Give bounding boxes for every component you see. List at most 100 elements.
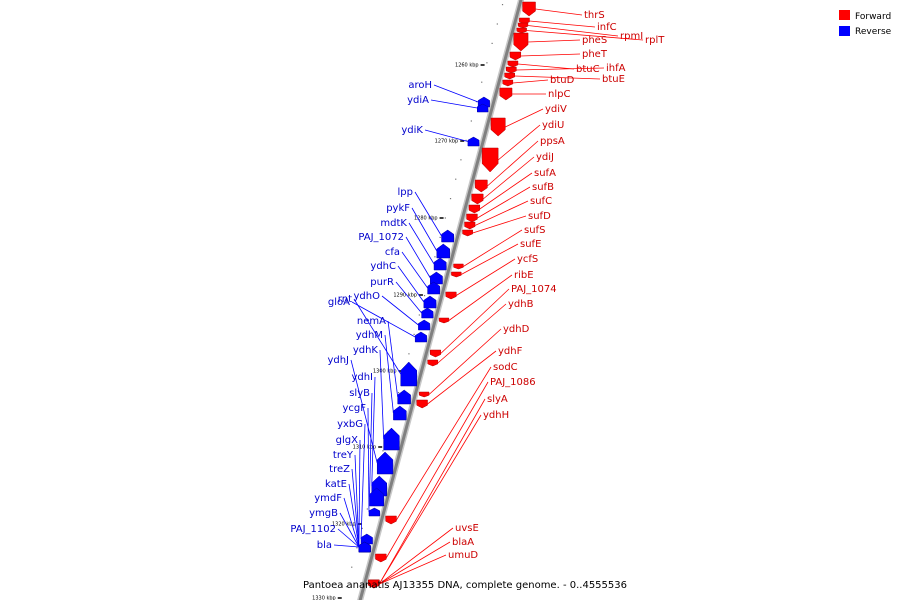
gene-reverse-cfa xyxy=(427,281,441,295)
leader-line xyxy=(401,251,428,289)
leader-line xyxy=(516,67,605,71)
gene-forward-ydiV xyxy=(490,117,506,137)
gene-reverse-ydhM xyxy=(393,405,407,421)
gene-label-sufA: sufA xyxy=(534,168,556,179)
leader-line xyxy=(528,39,581,43)
leader-line xyxy=(474,200,529,226)
leader-line xyxy=(379,527,454,585)
gene-label-ppsA: ppsA xyxy=(540,136,565,147)
scale-dot xyxy=(455,178,457,180)
gene-reverse-mdtK xyxy=(433,257,447,271)
leader-line xyxy=(456,258,516,296)
leader-line xyxy=(514,75,601,80)
gene-label-ydiJ: ydiJ xyxy=(536,152,554,163)
gene-label-slyB: slyB xyxy=(349,388,370,399)
gene-label-thrS: thrS xyxy=(584,10,605,21)
gene-forward-ydiU xyxy=(481,147,499,173)
gene-label-rplT: rplT xyxy=(645,35,665,46)
leader-line xyxy=(440,288,510,354)
gene-label-nlpC: nlpC xyxy=(548,89,570,100)
gene-forward-thrS xyxy=(522,1,536,17)
scale-dot xyxy=(439,236,441,238)
gene-label-ydhO: ydhO xyxy=(354,291,381,302)
gene-label-ydhK: ydhK xyxy=(353,345,379,356)
leader-line xyxy=(433,84,479,103)
gene-forward-umuD xyxy=(368,579,380,589)
tick-label: 1260 kbp xyxy=(455,63,479,69)
gene-forward-nlpC xyxy=(499,87,513,101)
gene-label-lpp: lpp xyxy=(398,187,413,198)
gene-label-mdtK: mdtK xyxy=(380,218,407,229)
tick-label: 1270 kbp xyxy=(435,139,459,145)
leader-line xyxy=(512,79,549,84)
gene-label-purR: purR xyxy=(370,277,394,288)
gene-reverse-ydhC xyxy=(423,295,437,309)
scale-dot xyxy=(470,120,472,122)
gene-label-bla: bla xyxy=(317,540,332,551)
scale-dot xyxy=(444,217,446,219)
gene-forward-PAJ_1086 xyxy=(375,553,387,563)
leader-line xyxy=(379,349,385,440)
gene-forward-btuC xyxy=(507,60,519,68)
leader-line xyxy=(527,25,619,37)
leader-line xyxy=(460,243,519,275)
scale-dot xyxy=(496,23,498,25)
leader-line xyxy=(379,541,451,585)
gene-label-pykF: pykF xyxy=(386,203,410,214)
leader-line xyxy=(430,99,478,109)
gene-label-ydhI: ydhI xyxy=(351,372,373,383)
gene-reverse-ydhJ xyxy=(376,451,394,475)
gene-label-treY: treY xyxy=(333,450,354,461)
gene-label-ydhB: ydhB xyxy=(508,299,534,310)
leader-line xyxy=(529,20,596,28)
gene-label-ydhC: ydhC xyxy=(370,261,396,272)
gene-label-ydhJ: ydhJ xyxy=(327,355,349,366)
gene-label-rpmI: rpmI xyxy=(620,31,643,42)
gene-forward-sufE xyxy=(451,271,462,278)
leader-line xyxy=(517,63,575,70)
gene-reverse-bla xyxy=(358,541,371,553)
leader-line xyxy=(378,414,482,585)
scale-dot xyxy=(382,450,384,452)
tick-label: 1320 kbp xyxy=(332,522,356,528)
scale-dot xyxy=(434,256,436,258)
gene-reverse-ycgF xyxy=(368,507,381,517)
leader-line xyxy=(520,53,581,57)
gene-label-sufC: sufC xyxy=(530,196,552,207)
gene-label-pheT: pheT xyxy=(582,49,608,60)
leader-line xyxy=(333,544,359,548)
scale-dot xyxy=(418,314,420,316)
gene-label-btuC: btuC xyxy=(576,64,600,75)
leader-line xyxy=(378,398,486,585)
leader-line xyxy=(482,156,535,200)
gene-forward-ydiJ xyxy=(471,193,484,205)
gene-label-ribE: ribE xyxy=(514,270,534,281)
leader-line xyxy=(472,215,527,234)
gene-reverse-nemA xyxy=(397,389,411,405)
scale-dot xyxy=(351,566,353,568)
gene-label-PAJ_1102: PAJ_1102 xyxy=(290,524,336,535)
scale-dot xyxy=(413,333,415,335)
leader-line xyxy=(351,301,416,338)
axis-line xyxy=(358,0,523,600)
leader-line xyxy=(487,140,539,187)
gene-label-ydhM: ydhM xyxy=(356,330,383,341)
gene-label-aroH: aroH xyxy=(408,80,432,91)
gene-forward-ydhD xyxy=(419,391,430,398)
leader-line xyxy=(351,468,360,548)
gene-label-PAJ_1086: PAJ_1086 xyxy=(490,377,536,388)
gene-forward-sufA xyxy=(468,204,481,214)
gene-forward-btuE xyxy=(504,72,515,80)
leader-line xyxy=(479,172,533,210)
leader-line xyxy=(396,366,492,521)
tick-label: 1290 kbp xyxy=(393,293,417,299)
gene-forward-sufC xyxy=(464,221,476,230)
legend-label-reverse: Reverse xyxy=(855,27,892,37)
leader-line xyxy=(526,30,644,41)
leader-line xyxy=(339,512,360,548)
gene-label-rnt: rnt xyxy=(338,294,352,305)
leader-line xyxy=(395,281,422,314)
scale-dot xyxy=(491,42,493,44)
